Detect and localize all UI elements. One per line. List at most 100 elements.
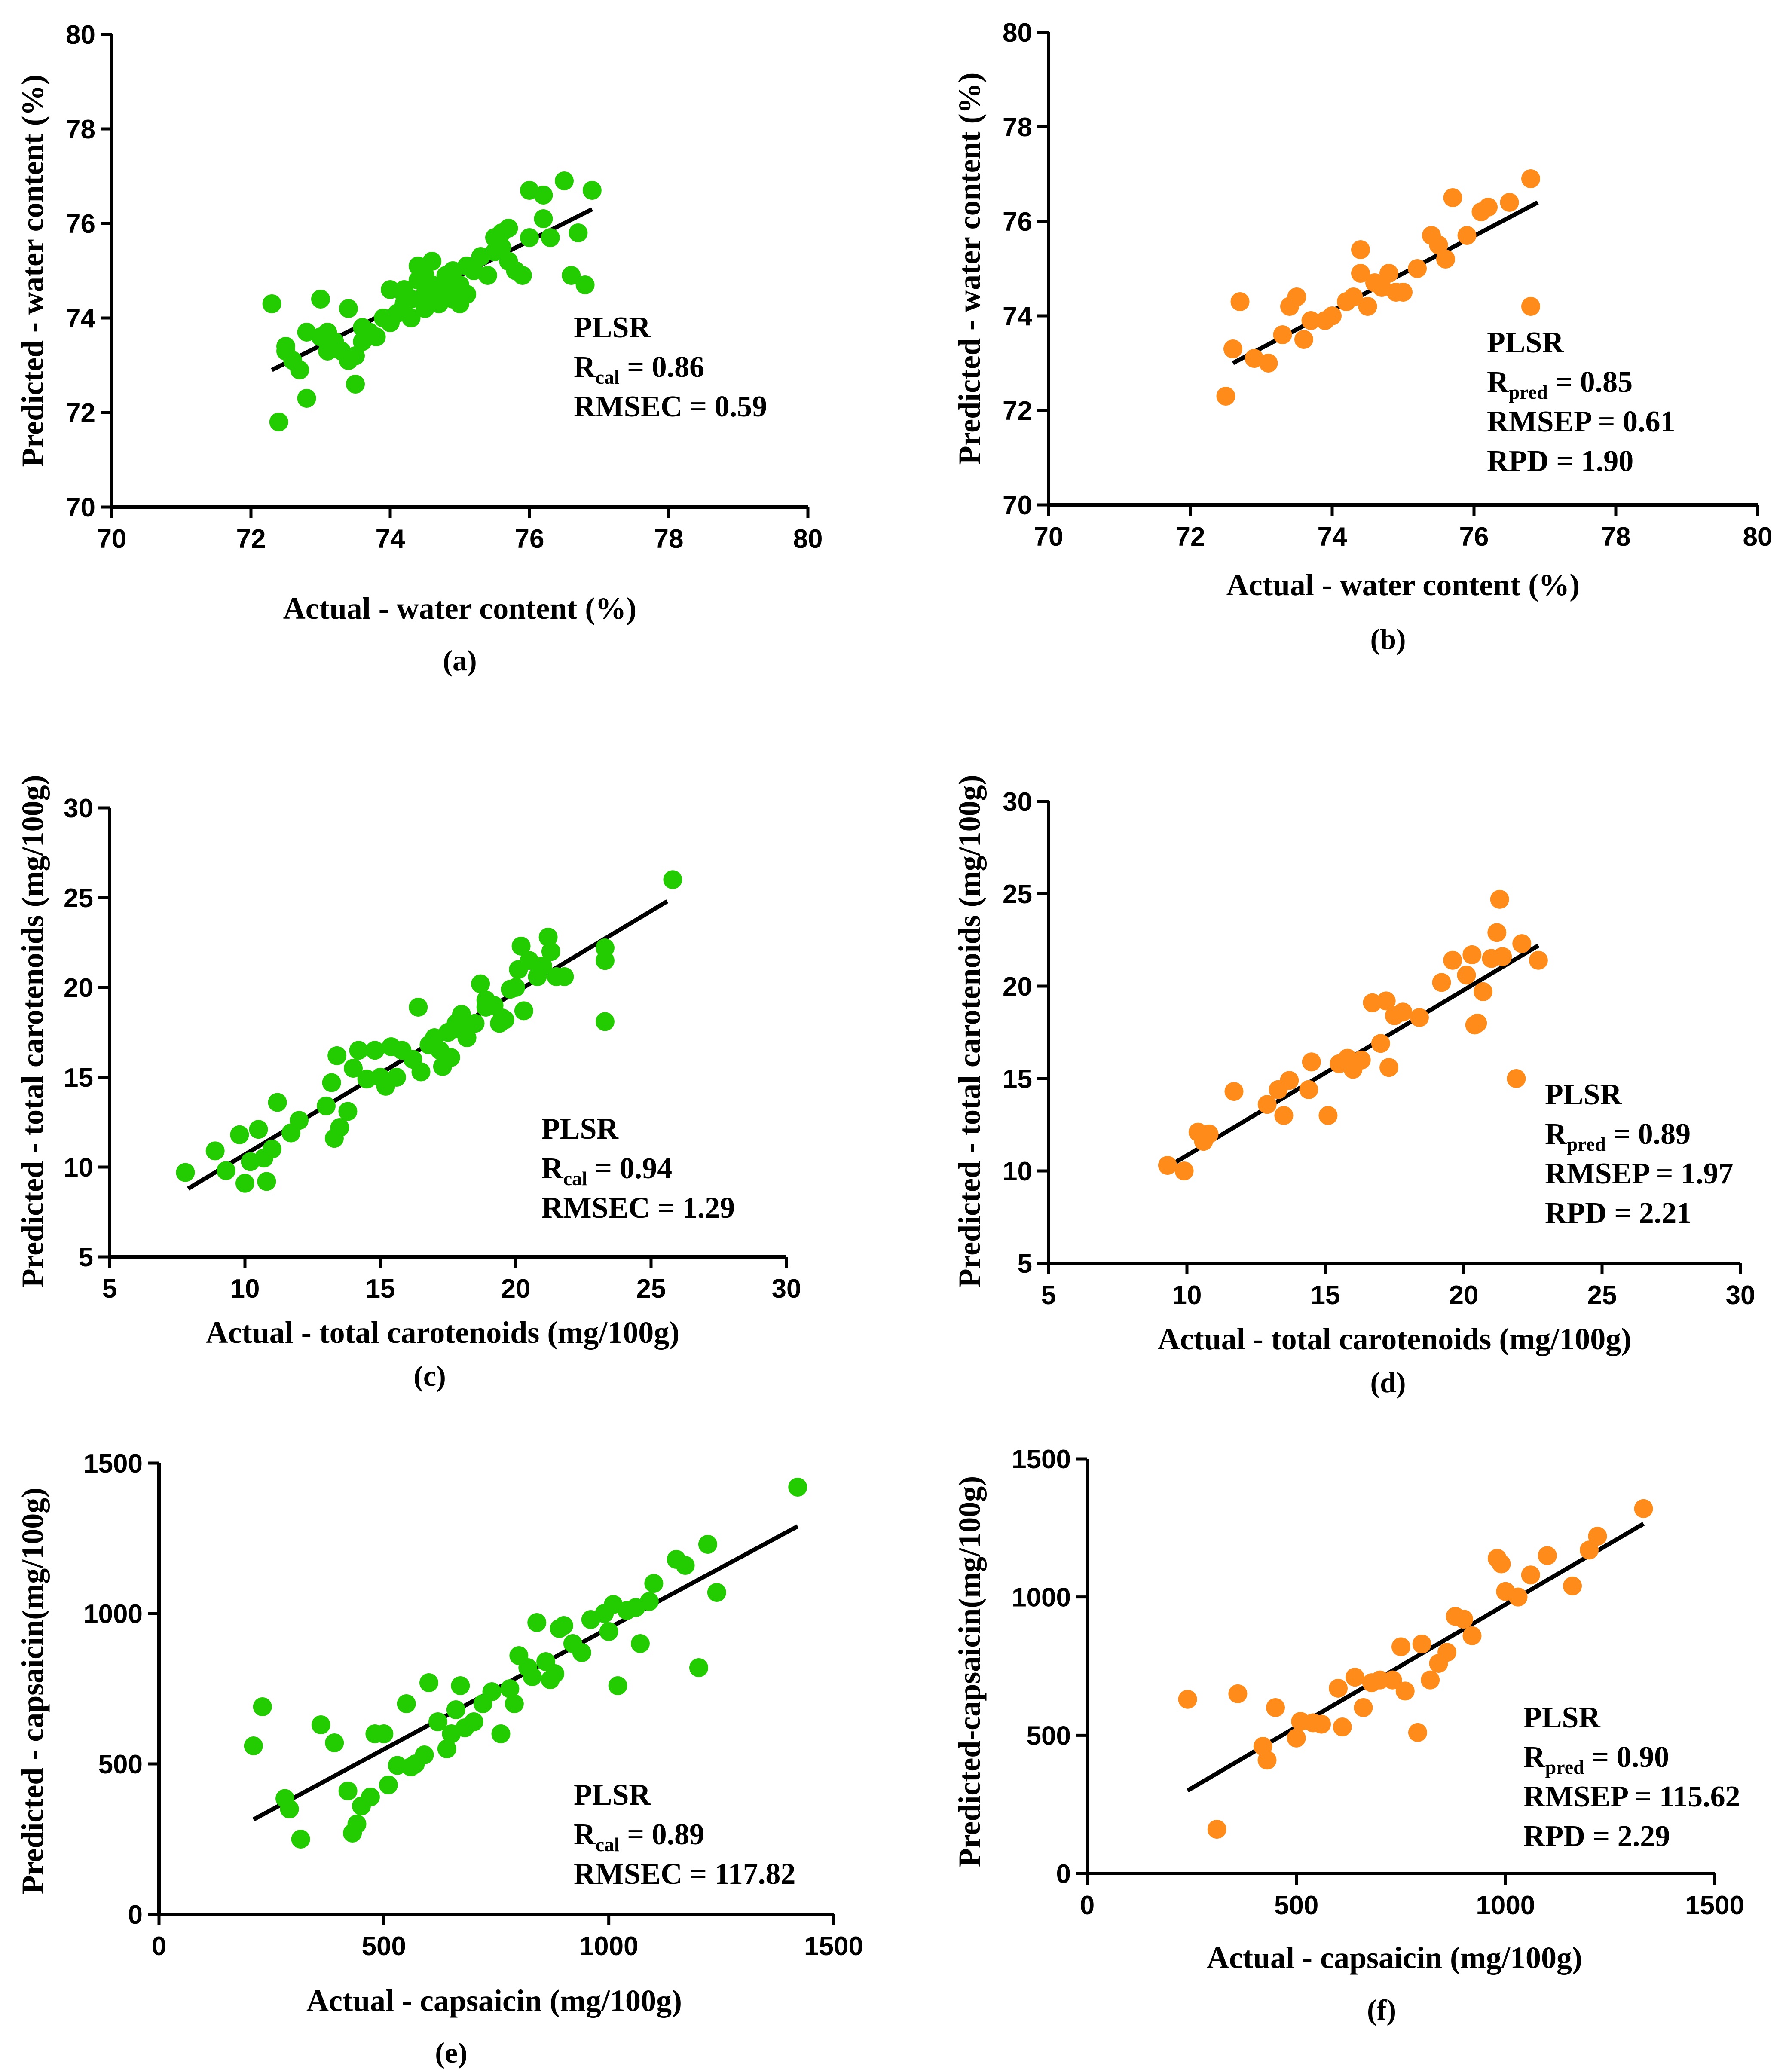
data-point — [1521, 1565, 1540, 1584]
x-tick-label: 76 — [515, 524, 544, 554]
data-point — [317, 1097, 336, 1115]
data-point — [1490, 890, 1509, 909]
x-tick-label: 76 — [1459, 522, 1489, 552]
data-point — [1299, 1080, 1318, 1099]
y-tick-label: 15 — [1003, 1064, 1032, 1094]
data-point — [1351, 240, 1370, 259]
y-axis-label-a: Predicted - water content (%) — [15, 74, 50, 467]
data-point — [1492, 1554, 1511, 1573]
data-point — [506, 978, 525, 997]
data-point — [788, 1478, 807, 1497]
data-point — [466, 1014, 485, 1033]
stat-line: Rpred = 0.90 — [1523, 1741, 1669, 1778]
data-point — [477, 990, 495, 1009]
stat-value: = 0.94 — [587, 1152, 672, 1185]
stat-line: RMSEP = 1.97 — [1545, 1157, 1734, 1190]
data-point — [249, 1120, 268, 1139]
data-point — [297, 389, 316, 408]
data-point — [1479, 198, 1498, 217]
y-tick-label: 72 — [1003, 396, 1032, 426]
data-point — [1408, 1723, 1427, 1742]
y-tick-label: 1500 — [83, 1449, 143, 1479]
stat-line: RMSEP = 115.62 — [1523, 1780, 1740, 1813]
data-point — [361, 1788, 380, 1806]
data-point — [572, 1643, 591, 1662]
data-point — [1500, 193, 1519, 212]
y-tick-label: 25 — [64, 883, 93, 913]
x-tick-label: 1000 — [1476, 1891, 1535, 1920]
panel-label-b: (b) — [1370, 623, 1406, 655]
stat-subscript: pred — [1509, 381, 1548, 403]
data-point — [527, 1613, 546, 1632]
stat-subscript: cal — [563, 1167, 587, 1189]
data-point — [1302, 1052, 1321, 1071]
x-tick-label: 1500 — [804, 1931, 863, 1961]
y-tick-label: 500 — [98, 1750, 143, 1779]
stat-subscript: pred — [1567, 1133, 1606, 1155]
y-tick-label: 30 — [64, 794, 93, 823]
data-point — [311, 327, 330, 346]
data-point — [1563, 1577, 1582, 1595]
y-tick-label: 15 — [64, 1063, 93, 1093]
y-tick-label: 1000 — [83, 1599, 143, 1629]
data-point — [520, 228, 539, 247]
data-point — [1432, 973, 1451, 992]
x-tick-label: 1500 — [1685, 1891, 1744, 1920]
data-point — [1224, 1082, 1243, 1101]
data-point — [1462, 1626, 1481, 1645]
stat-line: PLSR — [1523, 1701, 1601, 1734]
data-point — [1413, 1635, 1431, 1653]
points-e — [244, 1478, 807, 1849]
x-tick-label: 10 — [1172, 1280, 1202, 1310]
x-axis-label-f: Actual - capsaicin (mg/100g) — [1207, 1941, 1582, 1975]
data-point — [471, 975, 490, 993]
data-point — [1228, 1684, 1247, 1703]
data-point — [1371, 1034, 1390, 1053]
data-point — [1287, 1729, 1306, 1748]
data-point — [230, 1125, 249, 1144]
data-point — [1487, 923, 1506, 942]
data-point — [1323, 306, 1342, 325]
data-point — [325, 1733, 344, 1752]
x-tick-label: 30 — [1726, 1280, 1755, 1310]
x-tick-label: 500 — [362, 1931, 406, 1961]
data-point — [555, 967, 574, 986]
panel-c: 5 10 15 20 25 30 5 10 15 20 25 30 Actual - total ca… — [15, 775, 801, 1392]
data-point — [545, 1664, 564, 1683]
stat-line: RMSEC = 1.29 — [541, 1192, 735, 1225]
data-point — [534, 186, 553, 205]
data-point — [422, 252, 441, 271]
stat-value: = 0.85 — [1548, 366, 1633, 399]
data-point — [339, 1782, 358, 1800]
data-point — [1358, 297, 1377, 316]
stats-d: PLSRRpred = 0.89RMSEP = 1.97RPD = 2.21 — [1545, 1078, 1734, 1230]
data-point — [631, 1634, 650, 1653]
data-point — [1231, 292, 1250, 311]
y-tick-label: 78 — [1003, 113, 1032, 142]
stat-value: = 0.89 — [620, 1818, 704, 1851]
x-tick-label: 74 — [1318, 522, 1347, 552]
data-point — [269, 413, 288, 431]
stat-value: = 0.90 — [1584, 1741, 1669, 1774]
points-d — [1158, 890, 1548, 1180]
stat-symbol: R — [574, 351, 596, 384]
stat-line: RPD = 1.90 — [1487, 445, 1633, 478]
stat-value: = 0.86 — [620, 351, 704, 384]
y-tick-label: 5 — [79, 1243, 93, 1272]
stats-f: PLSRRpred = 0.90RMSEP = 115.62RPD = 2.29 — [1523, 1701, 1740, 1853]
x-tick-label: 500 — [1274, 1891, 1318, 1920]
y-axis-label-f: Predicted-capsaicin(mg/100g) — [952, 1476, 987, 1867]
data-point — [327, 1046, 346, 1065]
data-point — [290, 361, 309, 379]
figure-canvas: 70 72 74 76 78 80707274767880 Actual - water … — [0, 0, 1792, 2072]
data-point — [176, 1163, 195, 1182]
data-point — [346, 375, 365, 394]
data-point — [1634, 1499, 1653, 1518]
data-point — [499, 219, 518, 238]
stat-symbol: R — [1545, 1118, 1567, 1151]
panel-e: 0 500 1000 1500050010001500 Actual - capsai… — [15, 1449, 863, 2069]
panel-label-c: (c) — [413, 1360, 446, 1392]
data-point — [583, 181, 602, 200]
